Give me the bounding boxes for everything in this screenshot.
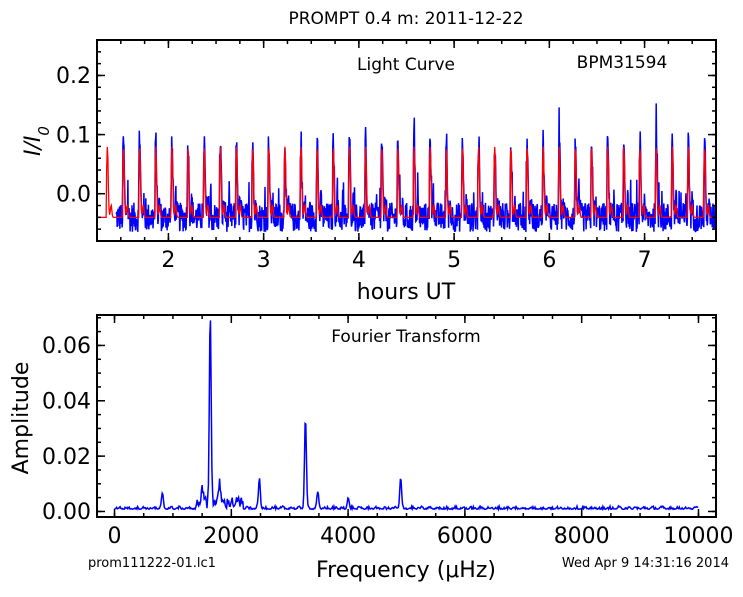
fourier-title: Fourier Transform xyxy=(331,327,480,347)
x-tick-label: 2000 xyxy=(203,524,259,549)
y-tick-label: 0.0 xyxy=(56,182,91,207)
light-curve-panel: 2 3 4 5 6 7 0.0 0.1 0.2 Light Curve BPM31594 hou… xyxy=(21,39,717,305)
fourier-xlabel: Frequency (μHz) xyxy=(316,558,496,583)
x-tick-label: 4000 xyxy=(320,524,376,549)
observed-light-curve-line xyxy=(115,103,716,233)
x-tick-label: 6 xyxy=(542,248,556,273)
fourier-plot-area xyxy=(114,320,699,512)
fourier-amplitude-line xyxy=(114,320,699,512)
x-tick-label: 7 xyxy=(638,248,652,273)
light-curve-title: Light Curve xyxy=(357,55,455,75)
light-curve-ylabel: I/I0 xyxy=(21,126,53,156)
x-tick-label: 3 xyxy=(257,248,271,273)
y-tick-label: 0.00 xyxy=(42,500,91,525)
light-curve-plot-area xyxy=(97,103,716,233)
light-curve-xlabel: hours UT xyxy=(357,280,456,305)
x-tick-label: 2 xyxy=(161,248,175,273)
fourier-panel: 0 2000 4000 6000 8000 10000 0.00 0.02 0.04 0.06 F… xyxy=(9,314,733,583)
star-name-label: BPM31594 xyxy=(577,53,668,73)
x-tick-label: 0 xyxy=(108,524,122,549)
x-tick-label: 6000 xyxy=(437,524,493,549)
model-light-curve-line xyxy=(97,146,716,219)
figure-title: PROMPT 0.4 m: 2011-12-22 xyxy=(288,9,523,29)
x-tick-label: 10000 xyxy=(663,524,733,549)
x-tick-label: 8000 xyxy=(554,524,610,549)
fourier-ylabel: Amplitude xyxy=(9,362,34,475)
fourier-ticks: 0 2000 4000 6000 8000 10000 0.00 0.02 0.04 0.06 xyxy=(42,315,733,549)
y-tick-label: 0.06 xyxy=(42,334,91,359)
y-tick-label: 0.02 xyxy=(42,445,91,470)
footer-filename: prom111222-01.lc1 xyxy=(88,556,216,571)
footer-timestamp: Wed Apr 9 14:31:16 2014 xyxy=(562,556,729,571)
y-tick-label: 0.1 xyxy=(56,123,91,148)
x-tick-label: 5 xyxy=(447,248,461,273)
light-curve-ticks: 2 3 4 5 6 7 0.0 0.1 0.2 xyxy=(56,39,717,273)
y-tick-label: 0.04 xyxy=(42,389,91,414)
x-tick-label: 4 xyxy=(352,248,366,273)
y-tick-label: 0.2 xyxy=(56,64,91,89)
